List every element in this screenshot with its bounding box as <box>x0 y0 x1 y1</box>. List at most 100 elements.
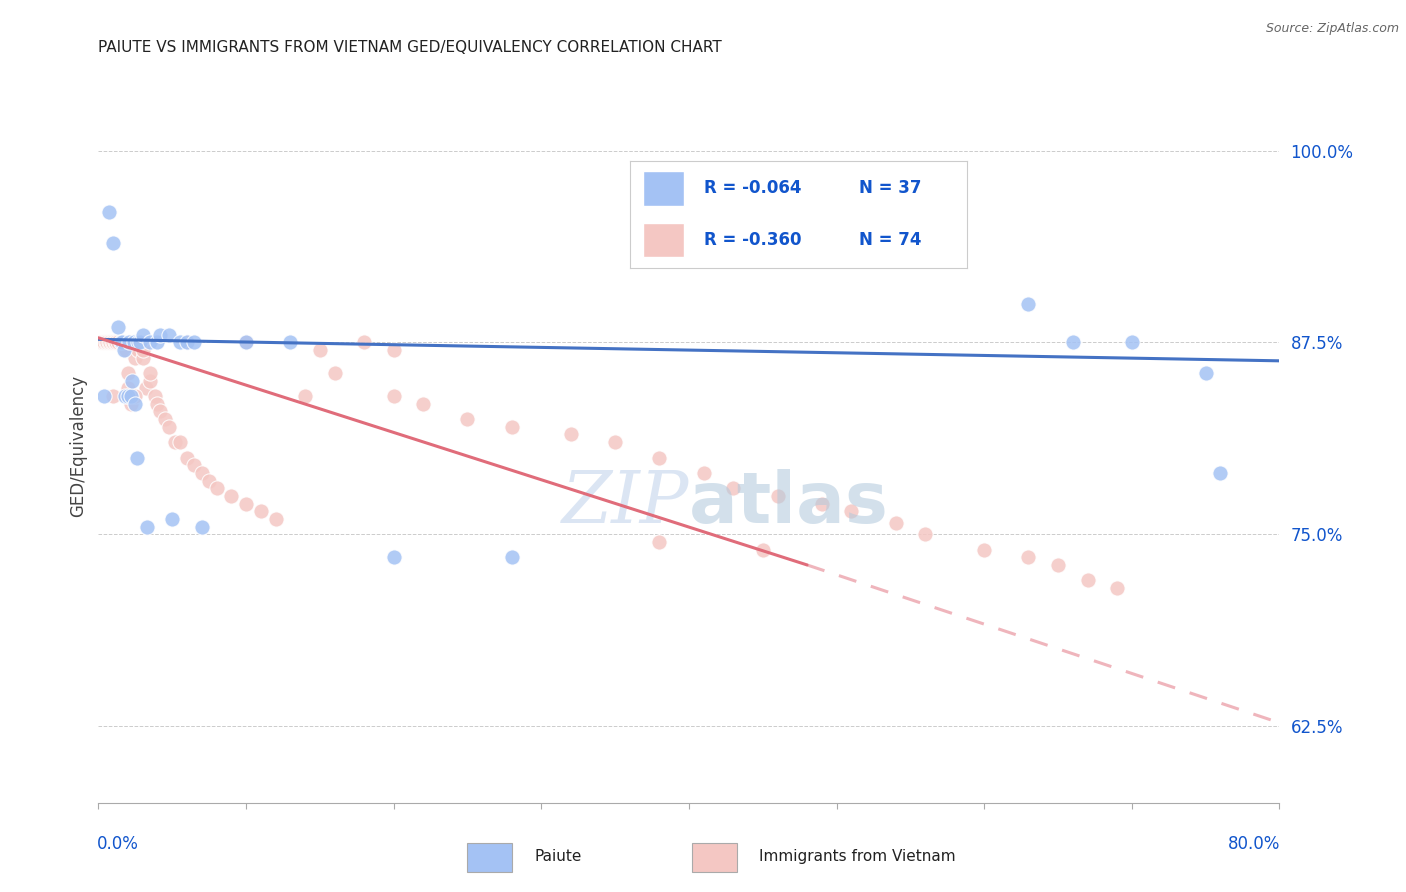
Point <box>118 335 141 350</box>
Point <box>105 335 128 350</box>
Point <box>183 458 205 473</box>
Point <box>120 389 142 403</box>
Point <box>121 335 143 350</box>
Point <box>90 335 112 350</box>
Point <box>97 205 120 219</box>
Point <box>107 320 129 334</box>
Point <box>97 335 120 350</box>
Point <box>110 335 132 350</box>
Point <box>115 343 138 357</box>
Text: PAIUTE VS IMMIGRANTS FROM VIETNAM GED/EQUIVALENCY CORRELATION CHART: PAIUTE VS IMMIGRANTS FROM VIETNAM GED/EQ… <box>98 40 723 55</box>
Point <box>139 366 162 380</box>
Point <box>96 335 118 350</box>
Point <box>103 235 125 250</box>
Point <box>165 435 187 450</box>
Point <box>198 474 221 488</box>
Point <box>278 335 302 350</box>
Point <box>264 512 287 526</box>
Point <box>139 335 162 350</box>
Point <box>1046 558 1069 572</box>
Point <box>766 489 789 503</box>
Point <box>382 550 405 565</box>
Point <box>114 389 136 403</box>
Point <box>146 397 169 411</box>
FancyBboxPatch shape <box>467 843 512 872</box>
Point <box>121 374 143 388</box>
Point <box>111 335 134 350</box>
Point <box>250 504 273 518</box>
Text: Source: ZipAtlas.com: Source: ZipAtlas.com <box>1265 22 1399 36</box>
Text: N = 74: N = 74 <box>859 231 922 249</box>
Text: ZIP: ZIP <box>561 467 689 539</box>
Point <box>132 327 155 342</box>
Point <box>128 335 150 350</box>
Point <box>124 389 146 403</box>
Point <box>125 450 148 465</box>
Point <box>191 466 214 480</box>
Point <box>973 542 995 557</box>
Text: R = -0.360: R = -0.360 <box>704 231 801 249</box>
Point <box>169 335 191 350</box>
Point <box>176 335 198 350</box>
Point <box>100 335 122 350</box>
Point <box>120 397 142 411</box>
Point <box>309 343 332 357</box>
Text: R = -0.064: R = -0.064 <box>704 179 801 197</box>
Point <box>456 412 478 426</box>
Point <box>114 335 136 350</box>
Point <box>205 481 228 495</box>
Point <box>122 335 145 350</box>
Point <box>721 481 744 495</box>
Point <box>353 335 375 350</box>
Point <box>93 335 115 350</box>
Point <box>111 335 134 350</box>
Point <box>183 335 205 350</box>
Point <box>219 489 242 503</box>
Point <box>751 542 773 557</box>
Point <box>412 397 434 411</box>
Point <box>132 351 155 365</box>
Point <box>605 435 627 450</box>
Point <box>127 335 149 350</box>
Point <box>93 389 115 403</box>
Point <box>112 343 135 357</box>
FancyBboxPatch shape <box>692 843 737 872</box>
Point <box>501 419 523 434</box>
Point <box>146 335 169 350</box>
Text: Immigrants from Vietnam: Immigrants from Vietnam <box>759 849 956 863</box>
Point <box>132 343 155 357</box>
Point <box>176 335 198 350</box>
Point <box>1195 366 1218 380</box>
Point <box>693 466 716 480</box>
Text: Paiute: Paiute <box>534 849 582 863</box>
Point <box>839 504 862 518</box>
Point <box>94 335 117 350</box>
Point <box>103 335 125 350</box>
Point <box>1062 335 1084 350</box>
Point <box>1017 550 1039 565</box>
Text: 80.0%: 80.0% <box>1229 835 1281 853</box>
Point <box>149 404 172 418</box>
Y-axis label: GED/Equivalency: GED/Equivalency <box>69 375 87 517</box>
Point <box>103 389 125 403</box>
Point <box>107 335 129 350</box>
Point <box>176 450 198 465</box>
Point <box>169 435 191 450</box>
Point <box>162 512 183 526</box>
Point <box>153 412 176 426</box>
Point <box>914 527 936 541</box>
Point <box>1121 335 1143 350</box>
Point <box>235 497 257 511</box>
Point <box>157 327 180 342</box>
Point <box>117 366 139 380</box>
Point <box>560 427 582 442</box>
Point <box>117 389 139 403</box>
Point <box>501 550 523 565</box>
Point <box>135 381 157 395</box>
Point <box>91 335 114 350</box>
Point <box>139 374 162 388</box>
Text: N = 37: N = 37 <box>859 179 922 197</box>
Point <box>382 389 405 403</box>
Point <box>235 335 257 350</box>
Text: 0.0%: 0.0% <box>97 835 139 853</box>
